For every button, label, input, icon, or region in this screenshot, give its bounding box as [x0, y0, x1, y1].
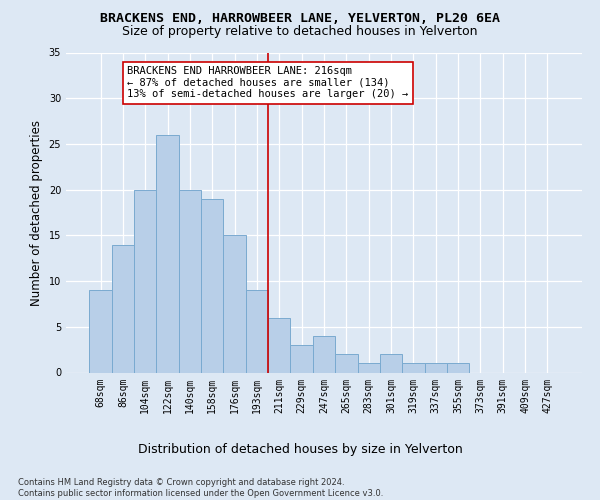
Bar	[358, 364, 380, 372]
Bar	[290, 345, 313, 372]
Bar	[201, 199, 223, 372]
Text: Size of property relative to detached houses in Yelverton: Size of property relative to detached ho…	[122, 25, 478, 38]
Bar	[112, 244, 134, 372]
Bar	[134, 190, 157, 372]
Bar	[246, 290, 268, 372]
Bar	[402, 364, 425, 372]
Bar	[223, 236, 246, 372]
Bar	[380, 354, 402, 372]
Bar	[425, 364, 447, 372]
Text: Distribution of detached houses by size in Yelverton: Distribution of detached houses by size …	[137, 442, 463, 456]
Bar	[179, 190, 201, 372]
Bar	[268, 318, 290, 372]
Bar	[89, 290, 112, 372]
Text: Contains HM Land Registry data © Crown copyright and database right 2024.
Contai: Contains HM Land Registry data © Crown c…	[18, 478, 383, 498]
Bar	[335, 354, 358, 372]
Text: BRACKENS END HARROWBEER LANE: 216sqm
← 87% of detached houses are smaller (134)
: BRACKENS END HARROWBEER LANE: 216sqm ← 8…	[127, 66, 409, 100]
Text: BRACKENS END, HARROWBEER LANE, YELVERTON, PL20 6EA: BRACKENS END, HARROWBEER LANE, YELVERTON…	[100, 12, 500, 26]
Y-axis label: Number of detached properties: Number of detached properties	[30, 120, 43, 306]
Bar	[157, 135, 179, 372]
Bar	[447, 364, 469, 372]
Bar	[313, 336, 335, 372]
